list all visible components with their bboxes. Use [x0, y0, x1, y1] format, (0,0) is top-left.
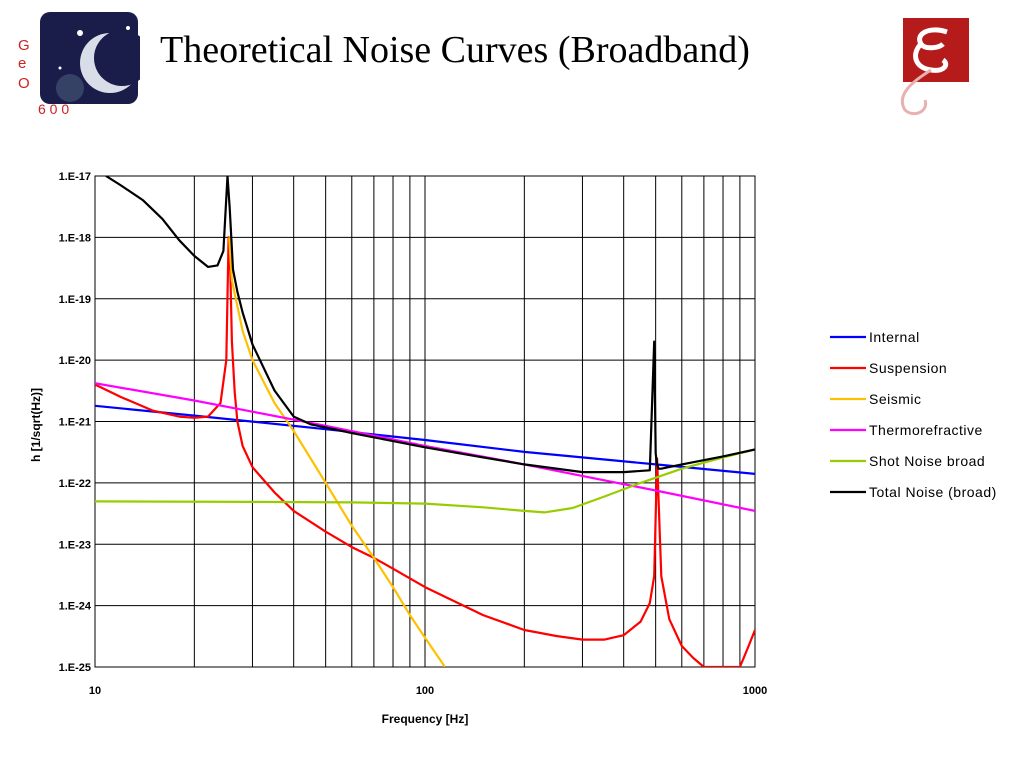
geo600-logo: G e O 6 0 0	[18, 12, 140, 117]
y-tick-label: 1.E-22	[59, 478, 91, 490]
legend: Internal Suspension Seismic Thermorefractiv…	[830, 329, 997, 500]
svg-text:G: G	[18, 37, 30, 54]
x-tick-labels: 10 100 1000	[89, 685, 767, 697]
y-tick-label: 1.E-23	[59, 539, 91, 551]
x-tick-label: 100	[416, 685, 434, 697]
series-line-total-noise-broad	[105, 176, 755, 474]
y-tick-label: 1.E-24	[59, 601, 92, 613]
series-line-internal	[95, 404, 755, 475]
series-line-suspension	[95, 236, 755, 667]
y-tick-label: 1.E-20	[59, 355, 91, 367]
x-tick-label: 10	[89, 685, 101, 697]
legend-label: Seismic	[869, 391, 922, 407]
institute-emblem	[901, 18, 969, 116]
slide-title: Theoretical Noise Curves (Broadband)	[160, 29, 750, 71]
y-axis-label: h [1/sqrt(Hz)]	[29, 388, 43, 462]
svg-text:6 0 0: 6 0 0	[38, 101, 69, 117]
x-tick-label: 1000	[743, 685, 767, 697]
y-tick-labels: 1.E-17 1.E-18 1.E-19 1.E-20 1.E-21 1.E-22 1.E-…	[59, 171, 92, 674]
plot-area-border	[94, 175, 756, 668]
y-tick-label: 1.E-17	[59, 171, 91, 183]
y-tick-label: 1.E-18	[59, 232, 91, 244]
series-layer	[95, 176, 755, 667]
legend-label: Suspension	[869, 360, 947, 376]
series-line-thermorefractive	[95, 382, 755, 512]
x-axis-label: Frequency [Hz]	[382, 712, 469, 726]
y-tick-label: 1.E-21	[59, 417, 91, 429]
legend-label: Thermorefractive	[869, 422, 983, 438]
svg-text:O: O	[18, 75, 30, 92]
y-tick-label: 1.E-19	[59, 294, 91, 306]
series-line-shot-noise-broad	[95, 448, 755, 514]
legend-label: Total Noise (broad)	[869, 484, 997, 500]
y-tick-label: 1.E-25	[59, 662, 91, 674]
svg-text:e: e	[18, 55, 26, 72]
series-line-seismic	[228, 237, 446, 667]
legend-label: Shot Noise broad	[869, 453, 985, 469]
legend-label: Internal	[869, 329, 920, 345]
